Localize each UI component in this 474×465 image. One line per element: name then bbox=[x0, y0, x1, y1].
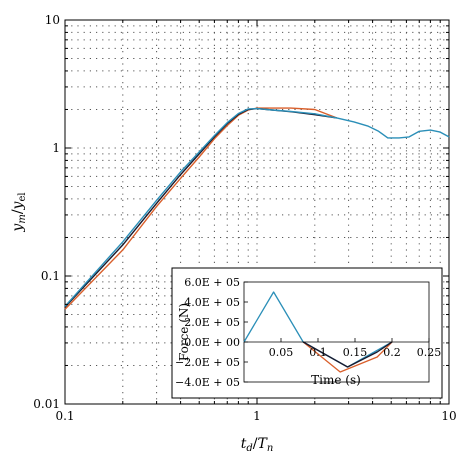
x-tick-label: 0.1 bbox=[55, 409, 74, 423]
inset-y-tick-label: −4.0E + 05 bbox=[175, 376, 240, 389]
main-series-line-1 bbox=[64, 107, 337, 310]
main-y-tick-labels: 0.01 0.1 1 10 bbox=[33, 13, 60, 411]
inset-x-tick-labels: 0.05 0.1 0.15 0.2 0.25 bbox=[269, 346, 442, 359]
inset-x-tick-label: 0.25 bbox=[417, 346, 442, 359]
inset-y-tick-label: 0.0E + 00 bbox=[184, 336, 240, 349]
inset-y-tick-label: 4.0E + 05 bbox=[184, 296, 240, 309]
inset-y-tick-label: 2.0E + 05 bbox=[184, 316, 240, 329]
inset-plot-background bbox=[171, 267, 443, 399]
x-tick-label: 10 bbox=[441, 409, 456, 423]
main-series bbox=[64, 107, 450, 310]
inset-x-axis-label: Time (s) bbox=[311, 373, 361, 387]
main-x-tick-labels: 0.1 1 10 bbox=[55, 409, 456, 423]
main-y-axis-label: ym/yel bbox=[10, 192, 28, 232]
y-tick-label: 1 bbox=[52, 141, 60, 155]
inset-tick-marks bbox=[244, 281, 430, 383]
inset-x-tick-label: 0.2 bbox=[383, 346, 401, 359]
inset-series-line-3 bbox=[302, 341, 393, 368]
inset-x-tick-label: 0.1 bbox=[309, 346, 327, 359]
inset-y-tick-labels: 6.0E + 05 4.0E + 05 2.0E + 05 0.0E + 00 −2.0… bbox=[175, 276, 240, 389]
inset-series-line-2 bbox=[302, 341, 393, 373]
x-tick-label: 1 bbox=[253, 409, 261, 423]
inset-x-tick-label: 0.15 bbox=[343, 346, 368, 359]
inset-x-tick-label: 0.05 bbox=[269, 346, 294, 359]
inset-y-axis-label: Force (N) bbox=[177, 303, 191, 361]
inset-plot-frame bbox=[243, 281, 430, 383]
y-tick-label: 0.01 bbox=[33, 397, 60, 411]
y-tick-label: 10 bbox=[45, 13, 60, 27]
main-tick-marks bbox=[65, 20, 449, 404]
inset-y-tick-label: −2.0E + 05 bbox=[175, 356, 240, 369]
inset-plot: 0.05 0.1 0.15 0.2 0.25 6.0E + 05 4.0E + 05 2.0… bbox=[171, 267, 443, 399]
main-x-axis-label: td/Tn bbox=[241, 436, 274, 454]
inset-y-tick-label: 6.0E + 05 bbox=[184, 276, 240, 289]
main-series-line-3 bbox=[64, 107, 450, 307]
y-tick-label: 0.1 bbox=[41, 269, 60, 283]
